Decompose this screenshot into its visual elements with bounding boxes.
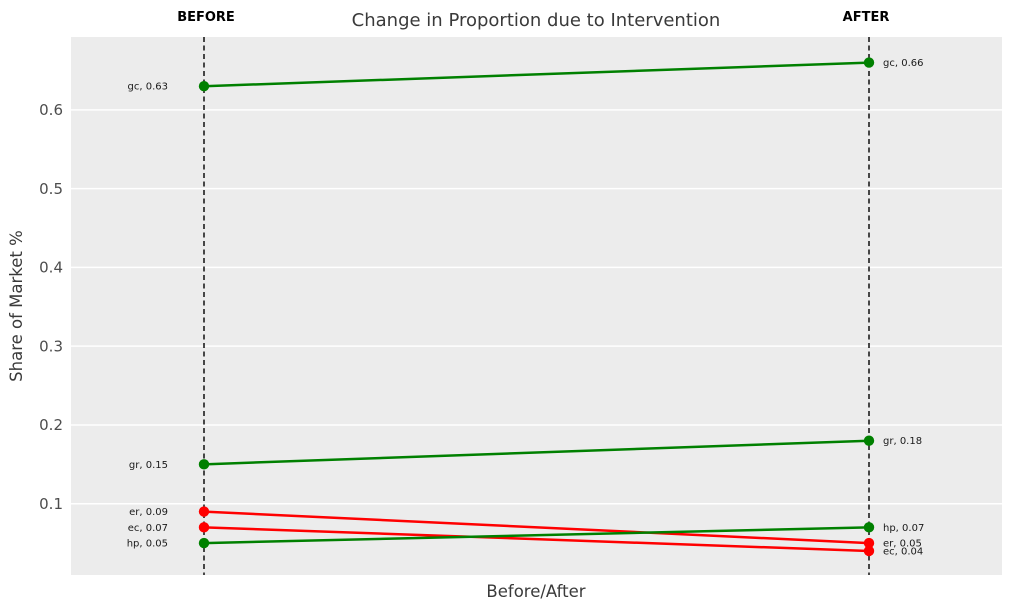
column-header-before: BEFORE	[177, 10, 235, 25]
series-line-gr	[203, 439, 870, 466]
point-er-before	[198, 506, 210, 517]
y-tick-label: 0.3	[39, 337, 63, 355]
point-er-after	[863, 537, 875, 549]
point-ec-before	[198, 522, 210, 533]
annotation-gr-after: gr, 0.18	[883, 436, 922, 447]
annotation-gr-before: gr, 0.15	[129, 460, 168, 471]
series-line-ec	[203, 526, 870, 553]
series-line-hp	[203, 526, 870, 545]
point-gr-before	[198, 459, 210, 470]
annotation-er-after: er, 0.05	[883, 539, 922, 550]
point-hp-after	[863, 522, 875, 533]
point-gc-before	[198, 81, 210, 92]
point-hp-before	[198, 537, 210, 549]
series-line-gc	[203, 61, 870, 88]
annotation-ec-before: ec, 0.07	[128, 523, 168, 534]
y-axis-label: Share of Market %	[7, 230, 26, 382]
y-tick-label: 0.1	[39, 495, 63, 513]
annotation-ec-after: ec, 0.04	[883, 546, 923, 557]
y-tick-label: 0.6	[39, 101, 63, 119]
x-axis-label: Before/After	[486, 582, 585, 601]
annotation-gc-before: gc, 0.63	[128, 82, 168, 93]
point-gc-after	[863, 57, 875, 68]
annotation-hp-after: hp, 0.07	[883, 523, 924, 534]
plot-panel	[71, 37, 1002, 575]
annotation-hp-before: hp, 0.05	[127, 539, 168, 550]
series-line-er	[203, 510, 870, 545]
point-gr-after	[863, 435, 875, 446]
point-ec-after	[863, 545, 875, 557]
annotation-gc-after: gc, 0.66	[883, 58, 923, 69]
chart-title: Change in Proportion due to Intervention	[352, 10, 721, 31]
plot-area: 0.1 0.2 0.3 0.4 0.5 0.6 gc, 0.63 gc, 0.66 gr, 0.…	[39, 37, 1002, 575]
y-tick-label: 0.5	[39, 180, 63, 198]
y-tick-label: 0.2	[39, 416, 63, 434]
y-tick-label: 0.4	[39, 259, 63, 277]
column-header-after: AFTER	[843, 10, 890, 25]
annotation-er-before: er, 0.09	[129, 507, 168, 518]
